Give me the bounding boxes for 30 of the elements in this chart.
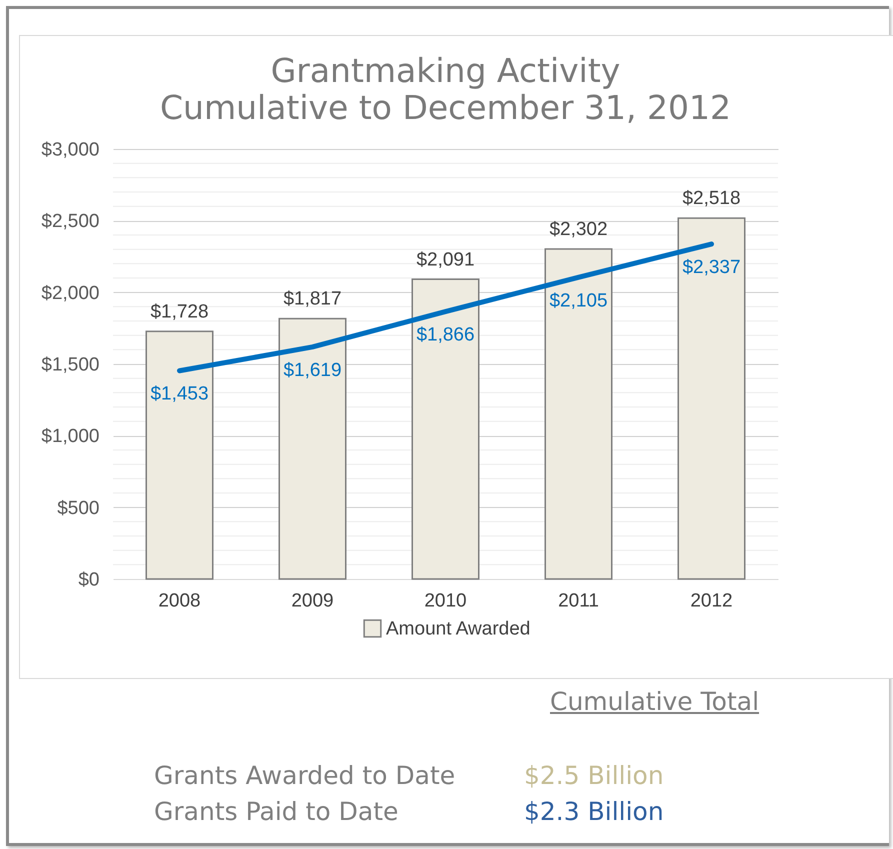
y-tick-label: $2,000 [41, 282, 100, 304]
text: $2.3 Billion [524, 797, 664, 826]
x-tick-label: 2012 [690, 590, 733, 612]
data-label: $1,866 [416, 324, 475, 346]
data-label: $2,105 [549, 290, 608, 312]
y-tick-label: $1,500 [41, 354, 100, 376]
y-tick-label: $2,500 [41, 211, 100, 232]
x-tick-label: 2010 [424, 590, 467, 612]
y-tick-label: $0 [78, 570, 100, 590]
text: Cumulative Total [550, 687, 760, 716]
data-label: $1,619 [283, 360, 342, 381]
data-label: $2,302 [549, 219, 608, 240]
text: $2.5 Billion [524, 761, 664, 790]
data-label: $2,337 [682, 257, 741, 278]
y-tick-label: $1,000 [41, 426, 100, 448]
data-label: $1,817 [283, 288, 342, 310]
text: Grants Paid to Date [154, 797, 398, 826]
y-tick-label: $3,000 [41, 140, 100, 160]
data-label: $1,453 [150, 384, 209, 405]
x-tick-label: 2009 [291, 590, 334, 612]
data-label: $1,728 [150, 301, 209, 322]
data-label: $2,091 [416, 249, 475, 270]
chart-subtitle: Cumulative to December 31, 2012 [160, 88, 732, 127]
text: Grants Awarded to Date [154, 761, 456, 790]
x-tick-label: 2008 [158, 590, 201, 612]
x-tick-label: 2011 [558, 590, 599, 612]
data-label: $2,518 [682, 188, 741, 210]
chart-title: Grantmaking Activity [270, 51, 620, 90]
y-tick-label: $500 [57, 498, 100, 519]
legend-label: Amount Awarded [386, 618, 530, 640]
